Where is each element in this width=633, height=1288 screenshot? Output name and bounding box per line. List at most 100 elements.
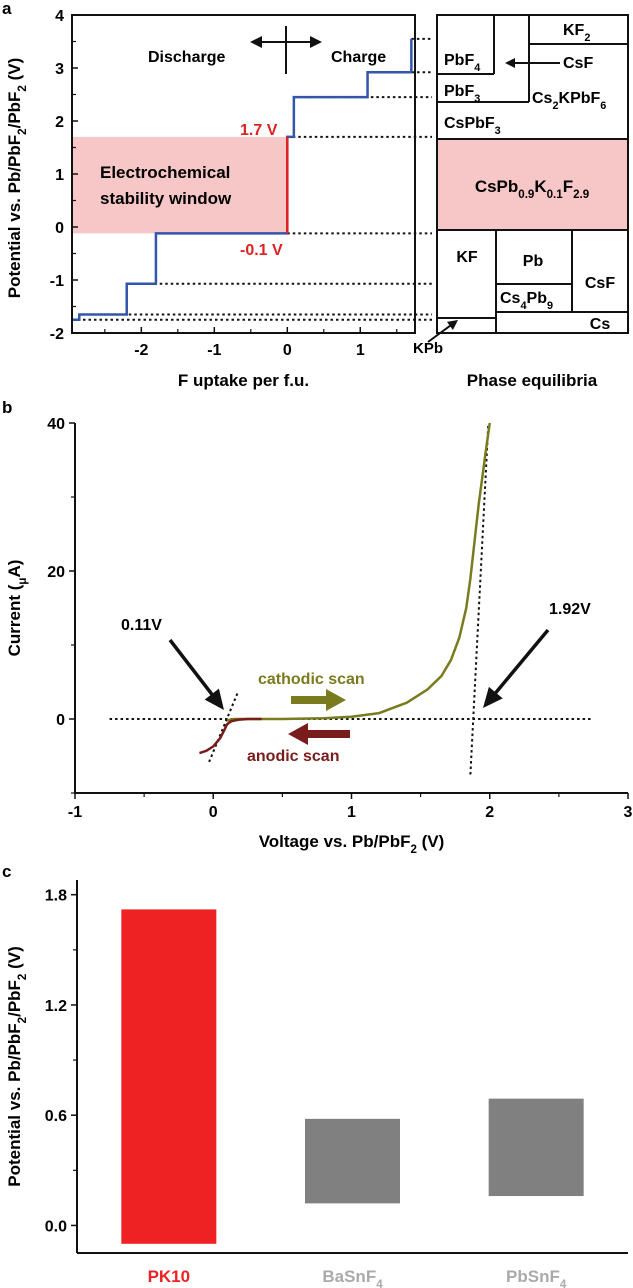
center-phase-fill	[437, 139, 628, 230]
category-label-PbSnF4: PbSnF4	[506, 1267, 567, 1288]
y-tick-label: 0.6	[45, 1108, 67, 1125]
phase-cspbf3-part: CsPbF	[444, 115, 495, 132]
phase-cs4pb9-part: 9	[547, 300, 553, 312]
y-axis-label-part: (V)	[5, 946, 24, 973]
phase-center-compound-part: 0.9	[518, 189, 534, 201]
phase-center-compound-part: F	[563, 177, 573, 196]
y-tick-label: 0.0	[45, 1218, 67, 1235]
phase-cs2kpbf6-part: KPbF	[559, 90, 601, 107]
phase-cs: Cs	[590, 316, 611, 333]
y-tick-label: 1.8	[45, 888, 67, 905]
y-axis-label-part: /PbF	[5, 92, 24, 129]
window-label-line1: Electrochemical	[100, 163, 230, 182]
y-axis-label-part: /PbF	[5, 980, 24, 1017]
category-label-BaSnF4-part: BaSnF	[322, 1267, 376, 1286]
anodic-scan-label: anodic scan	[247, 748, 339, 765]
phase-pbf4-part: 4	[474, 62, 480, 74]
y-tick-label: 1.2	[45, 998, 67, 1015]
discharge-label: Discharge	[148, 49, 225, 66]
category-label-PbSnF4-part: PbSnF	[506, 1267, 560, 1286]
x-tick-label: 2	[485, 804, 494, 821]
charge-label: Charge	[331, 49, 386, 66]
onset-left-label: 0.11V	[121, 617, 162, 634]
phase-cs2kpbf6: Cs2KPbF6	[532, 90, 606, 112]
y-axis-label-part: Potential vs. Pb/PbF	[5, 1023, 24, 1186]
category-label-PK10-part: PK10	[148, 1267, 191, 1286]
phase-cs2kpbf6-part: Cs	[532, 90, 553, 107]
x-tick-label: 3	[624, 804, 633, 821]
panel-label-a: a	[2, 0, 12, 18]
y-tick-label: -2	[50, 326, 64, 343]
x-axis-label: F uptake per f.u.	[178, 371, 309, 390]
x-tick-label: 1	[347, 804, 356, 821]
csf-arrow-head	[505, 58, 515, 68]
phase-axis-label: Phase equilibria	[467, 371, 598, 390]
phase-kf: KF	[456, 249, 478, 266]
y-axis-label-part: 2	[17, 1017, 29, 1023]
stability-window-band	[72, 136, 288, 234]
onset-left-arrow-head	[204, 688, 224, 710]
onset-right-arrow-shaft	[491, 628, 550, 697]
y-tick-label: 2	[55, 114, 64, 131]
y-tick-label: 0	[55, 220, 64, 237]
y-axis-label-part: Current (	[5, 584, 24, 656]
chart-a-potential: -2 -1 0 1 2 3 4 -2 -1 0 1 F uptake per f.u. Potentia…	[5, 8, 432, 390]
x-tick-label: -2	[134, 342, 148, 359]
y-tick-label: 1	[55, 167, 64, 184]
category-label-BaSnF4: BaSnF4	[322, 1267, 383, 1288]
onset-right-arrow-head	[483, 686, 503, 708]
category-label-PbSnF4-part: 4	[560, 1279, 567, 1288]
phase-frame	[436, 14, 629, 334]
panel-label-b: b	[2, 398, 12, 417]
y-axis-label-part: 2	[17, 128, 29, 134]
kpb-arrow-head	[446, 320, 458, 330]
tangent-dotted-line	[469, 422, 490, 775]
phase-pbf4-part: PbF	[444, 52, 474, 69]
x-axis-label-part: (V)	[417, 832, 444, 851]
lower-limit-label: -0.1 V	[240, 242, 283, 259]
phase-cs2kpbf6-part: 2	[552, 100, 558, 112]
cathodic-scan-arrow-head	[326, 689, 346, 711]
y-axis-label: Current (μA)	[5, 560, 29, 657]
phase-kpb: KPb	[413, 340, 443, 357]
tangent-dotted-line	[208, 691, 240, 763]
phase-kf2-part: 2	[584, 32, 590, 44]
onset-left-arrow-shaft	[168, 638, 216, 699]
phase-pb: Pb	[523, 253, 544, 270]
y-axis-label-part: μ	[17, 578, 29, 585]
upper-limit-label: 1.7 V	[240, 122, 278, 139]
x-tick-label: 1	[356, 342, 365, 359]
phase-center-compound-part: 2.9	[573, 189, 589, 201]
onset-right-label: 1.92V	[549, 601, 591, 618]
phase-pbf3-part: PbF	[444, 83, 474, 100]
phase-cspbf3-part: 3	[495, 125, 501, 137]
category-label-PK10: PK10	[148, 1267, 191, 1286]
phase-center-compound-part: K	[534, 177, 547, 196]
x-tick-label: -1	[207, 342, 221, 359]
phase-pbf4: PbF4	[444, 52, 480, 74]
phase-kf2-part: KF	[563, 22, 585, 39]
y-tick-label: 40	[47, 416, 65, 433]
charge-arrow-head	[310, 36, 322, 48]
phase-cs4pb9-part: 4	[520, 300, 526, 312]
series-anodic-scan	[199, 717, 262, 755]
phase-pbf3-part: 3	[474, 93, 480, 105]
discharge-arrow-head	[250, 36, 262, 48]
anodic-scan-arrow-head	[288, 723, 308, 745]
window-label-line2: stability window	[100, 189, 232, 208]
phase-cspbf3: CsPbF3	[444, 115, 501, 137]
x-axis-label: Voltage vs. Pb/PbF2 (V)	[259, 832, 445, 856]
y-axis-label: Potential vs. Pb/PbF2/PbF2 (V)	[5, 946, 29, 1187]
y-axis-label-part: (V)	[5, 58, 24, 85]
y-axis-label-part: 2	[17, 85, 29, 91]
phase-cs2kpbf6-part: 6	[600, 100, 606, 112]
panel-label-c: c	[2, 862, 11, 881]
y-axis-label-part: Potential vs. Pb/PbF	[5, 135, 24, 298]
y-tick-label: 4	[55, 8, 64, 25]
x-tick-label: -1	[68, 804, 82, 821]
phase-cs4pb9-part: Cs	[500, 290, 521, 307]
